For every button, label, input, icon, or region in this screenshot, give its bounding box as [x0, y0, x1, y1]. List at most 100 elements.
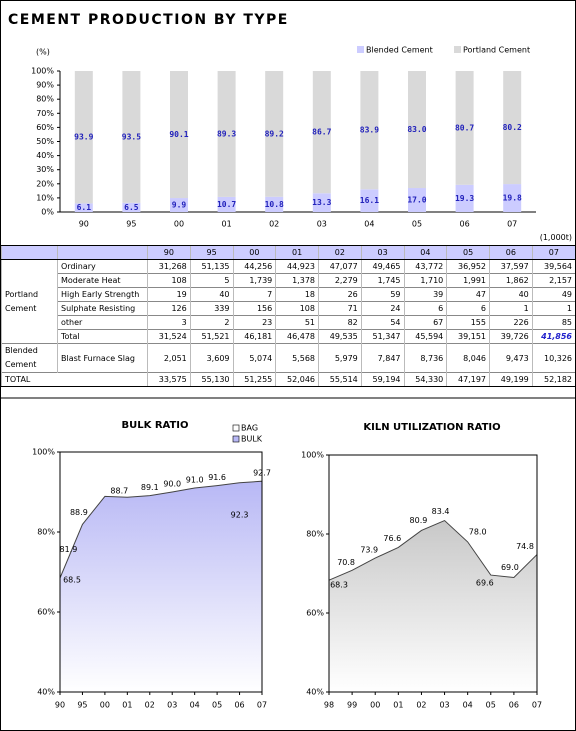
y-tick-label: 20%	[36, 179, 54, 188]
value-label: 91.6	[208, 473, 226, 482]
table-cell: 26	[318, 287, 362, 302]
table-cell: 54	[360, 315, 404, 330]
table-row: Sulphate Resisting 126 339 156 108 71 24 6 6 1 1	[2, 301, 575, 316]
table-cell: 3	[147, 315, 191, 330]
table-cell: 9,473	[489, 343, 533, 373]
table-cell: 3,609	[189, 343, 233, 373]
y-unit-label: (%)	[36, 48, 50, 57]
table-cell: 24	[360, 301, 404, 316]
table-cell: 155	[446, 315, 490, 330]
page-title: CEMENT PRODUCTION BY TYPE	[8, 12, 289, 28]
legend-label: Blended Cement	[366, 46, 433, 55]
bar-segment	[74, 203, 93, 212]
value-label: 6.5	[124, 203, 139, 212]
x-tick-label: 06	[509, 701, 519, 710]
value-label: 90.1	[169, 130, 188, 139]
bar-segment	[503, 184, 522, 212]
value-label: 83.9	[360, 126, 379, 135]
x-tick-label: 04	[364, 220, 374, 229]
bar-segment	[455, 184, 474, 212]
x-tick-label: 05	[212, 701, 222, 710]
bar-segment	[170, 71, 188, 199]
x-tick-label: 05	[486, 701, 496, 710]
table-cell: 82	[318, 315, 362, 330]
table-row: Portland Cement Ordinary 31,268 51,135 44,25…	[1, 259, 575, 344]
value-label: 89.1	[141, 483, 159, 492]
production-table: 90 95 00 01 02 03 04 05 06 07 Portland Cement Ordin…	[1, 245, 575, 387]
table-cell: 49,199	[489, 372, 533, 387]
column-header: 90	[147, 245, 191, 260]
x-tick-label: 90	[79, 220, 89, 229]
y-tick-label: 100%	[301, 451, 324, 460]
row-label: High Early Strength	[57, 287, 148, 302]
chart-title: KILN UTILIZATION RATIO	[363, 422, 500, 433]
table-cell: 52,046	[275, 372, 319, 387]
table-cell: 44,923	[275, 259, 319, 274]
value-label: 13.3	[312, 198, 331, 207]
x-tick-label: 07	[257, 701, 267, 710]
table-cell: 39,151	[446, 329, 490, 344]
table-cell: 1,862	[489, 273, 533, 288]
table-cell: 54,330	[403, 372, 447, 387]
column-header: 02	[318, 245, 362, 260]
x-tick-label: 07	[532, 701, 542, 710]
value-label: 76.6	[383, 534, 401, 543]
value-label: 17.0	[407, 196, 426, 205]
y-tick-label: 60%	[306, 609, 324, 618]
table-cell: 44,256	[232, 259, 276, 274]
bar-segment	[312, 71, 331, 194]
table-cell: 1,710	[403, 273, 447, 288]
value-label: 83.0	[407, 125, 426, 134]
table-cell: 55,514	[318, 372, 362, 387]
x-tick-label: 02	[416, 701, 426, 710]
table-cell: 85	[531, 315, 575, 330]
table-cell: 55,130	[189, 372, 233, 387]
value-label: 89.3	[217, 129, 236, 138]
y-tick-label: 80%	[36, 95, 54, 104]
row-label: Ordinary	[57, 259, 148, 274]
bar-segment	[217, 71, 236, 197]
value-label: 68.3	[330, 581, 348, 590]
value-label: 6.1	[77, 203, 92, 212]
table-cell: 8,046	[446, 343, 490, 373]
plot-border	[59, 451, 263, 693]
value-label: 91.0	[186, 476, 204, 485]
y-tick-label: 70%	[36, 109, 54, 118]
legend-label: BULK	[241, 435, 263, 444]
value-label: 88.9	[70, 508, 88, 517]
table-cell: 45,594	[403, 329, 447, 344]
row-label: Blast Furnace Slag	[57, 343, 148, 373]
table-cell: 39,564	[531, 259, 575, 274]
legend-label: BAG	[241, 424, 258, 433]
table-row: Blended Cement Blast Furnace Slag 2,051 3,6…	[1, 343, 575, 373]
bar-segment	[122, 202, 141, 212]
table-cell: 59	[360, 287, 404, 302]
table-cell: 51,521	[189, 329, 233, 344]
row-label: other	[57, 315, 148, 330]
table-cell: 51	[275, 315, 319, 330]
table-cell: 23	[232, 315, 276, 330]
table-cell: 49,535	[318, 329, 362, 344]
x-tick-label: 01	[222, 220, 232, 229]
table-row: High Early Strength 19 40 7 18 26 59 39 47 40 49	[2, 287, 575, 302]
value-label: 9.9	[172, 201, 187, 210]
value-label: 80.2	[503, 123, 522, 132]
table-cell: 339	[189, 301, 233, 316]
column-header: 05	[446, 245, 490, 260]
table-cell: 6	[446, 301, 490, 316]
value-label: 80.9	[410, 516, 428, 525]
column-header: 07	[531, 245, 575, 260]
value-label: 69.0	[501, 563, 519, 572]
column-header: 95	[189, 245, 233, 260]
y-tick-label: 40%	[306, 688, 324, 697]
bar-segment	[408, 188, 426, 212]
legend-swatch	[232, 424, 240, 432]
table-cell: 71	[318, 301, 362, 316]
x-tick-label: 02	[145, 701, 155, 710]
group-label: Portland Cement	[1, 259, 58, 344]
column-header: 00	[232, 245, 276, 260]
table-cell: 5,979	[318, 343, 362, 373]
x-tick-label: 00	[100, 701, 110, 710]
table-cell: 37,597	[489, 259, 533, 274]
